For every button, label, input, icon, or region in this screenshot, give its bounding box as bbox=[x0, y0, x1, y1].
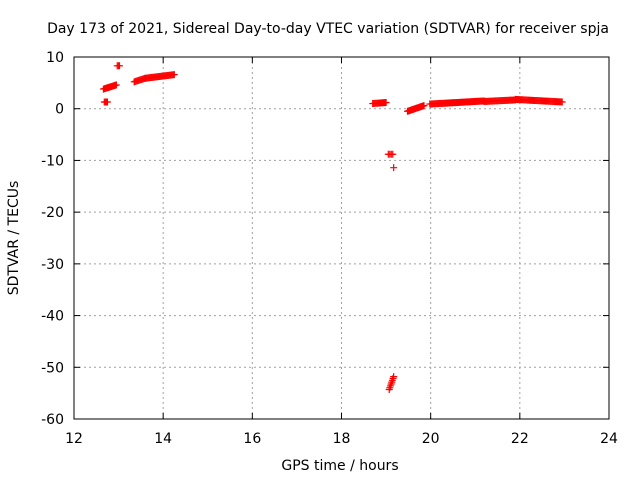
x-axis-label: GPS time / hours bbox=[281, 458, 398, 474]
data-point bbox=[115, 62, 123, 70]
x-tick-label: 22 bbox=[511, 431, 529, 447]
x-tick-label: 24 bbox=[600, 431, 618, 447]
data-point bbox=[389, 150, 397, 158]
y-tick-label: 0 bbox=[55, 102, 64, 118]
x-tick-label: 16 bbox=[243, 431, 261, 447]
y-tick-label: -20 bbox=[41, 205, 64, 221]
y-tick-label: -30 bbox=[41, 257, 64, 273]
data-point bbox=[390, 164, 398, 172]
data-point bbox=[558, 98, 566, 106]
data-marks bbox=[99, 62, 566, 394]
data-point bbox=[112, 81, 120, 89]
y-tick-label: -60 bbox=[41, 412, 64, 428]
data-point bbox=[103, 98, 111, 106]
data-point bbox=[420, 102, 428, 110]
x-tick-label: 20 bbox=[422, 431, 440, 447]
x-tick-label: 14 bbox=[154, 431, 172, 447]
y-axis: 10 0 -10 -20 -30 -40 -50 -60 bbox=[41, 50, 609, 428]
y-tick-label: 10 bbox=[46, 50, 64, 66]
y-axis-label: SDTVAR / TECUs bbox=[6, 181, 22, 296]
x-axis: 12 14 16 18 20 22 24 bbox=[65, 57, 618, 447]
chart-title: Day 173 of 2021, Sidereal Day-to-day VTE… bbox=[47, 21, 609, 37]
data-point bbox=[382, 99, 390, 107]
x-tick-label: 18 bbox=[333, 431, 351, 447]
data-point bbox=[390, 373, 398, 381]
grid bbox=[74, 57, 609, 419]
x-tick-label: 12 bbox=[65, 431, 83, 447]
data-point bbox=[170, 71, 178, 79]
y-tick-label: -10 bbox=[41, 153, 64, 169]
y-tick-label: -40 bbox=[41, 309, 64, 325]
y-tick-label: -50 bbox=[41, 360, 64, 376]
